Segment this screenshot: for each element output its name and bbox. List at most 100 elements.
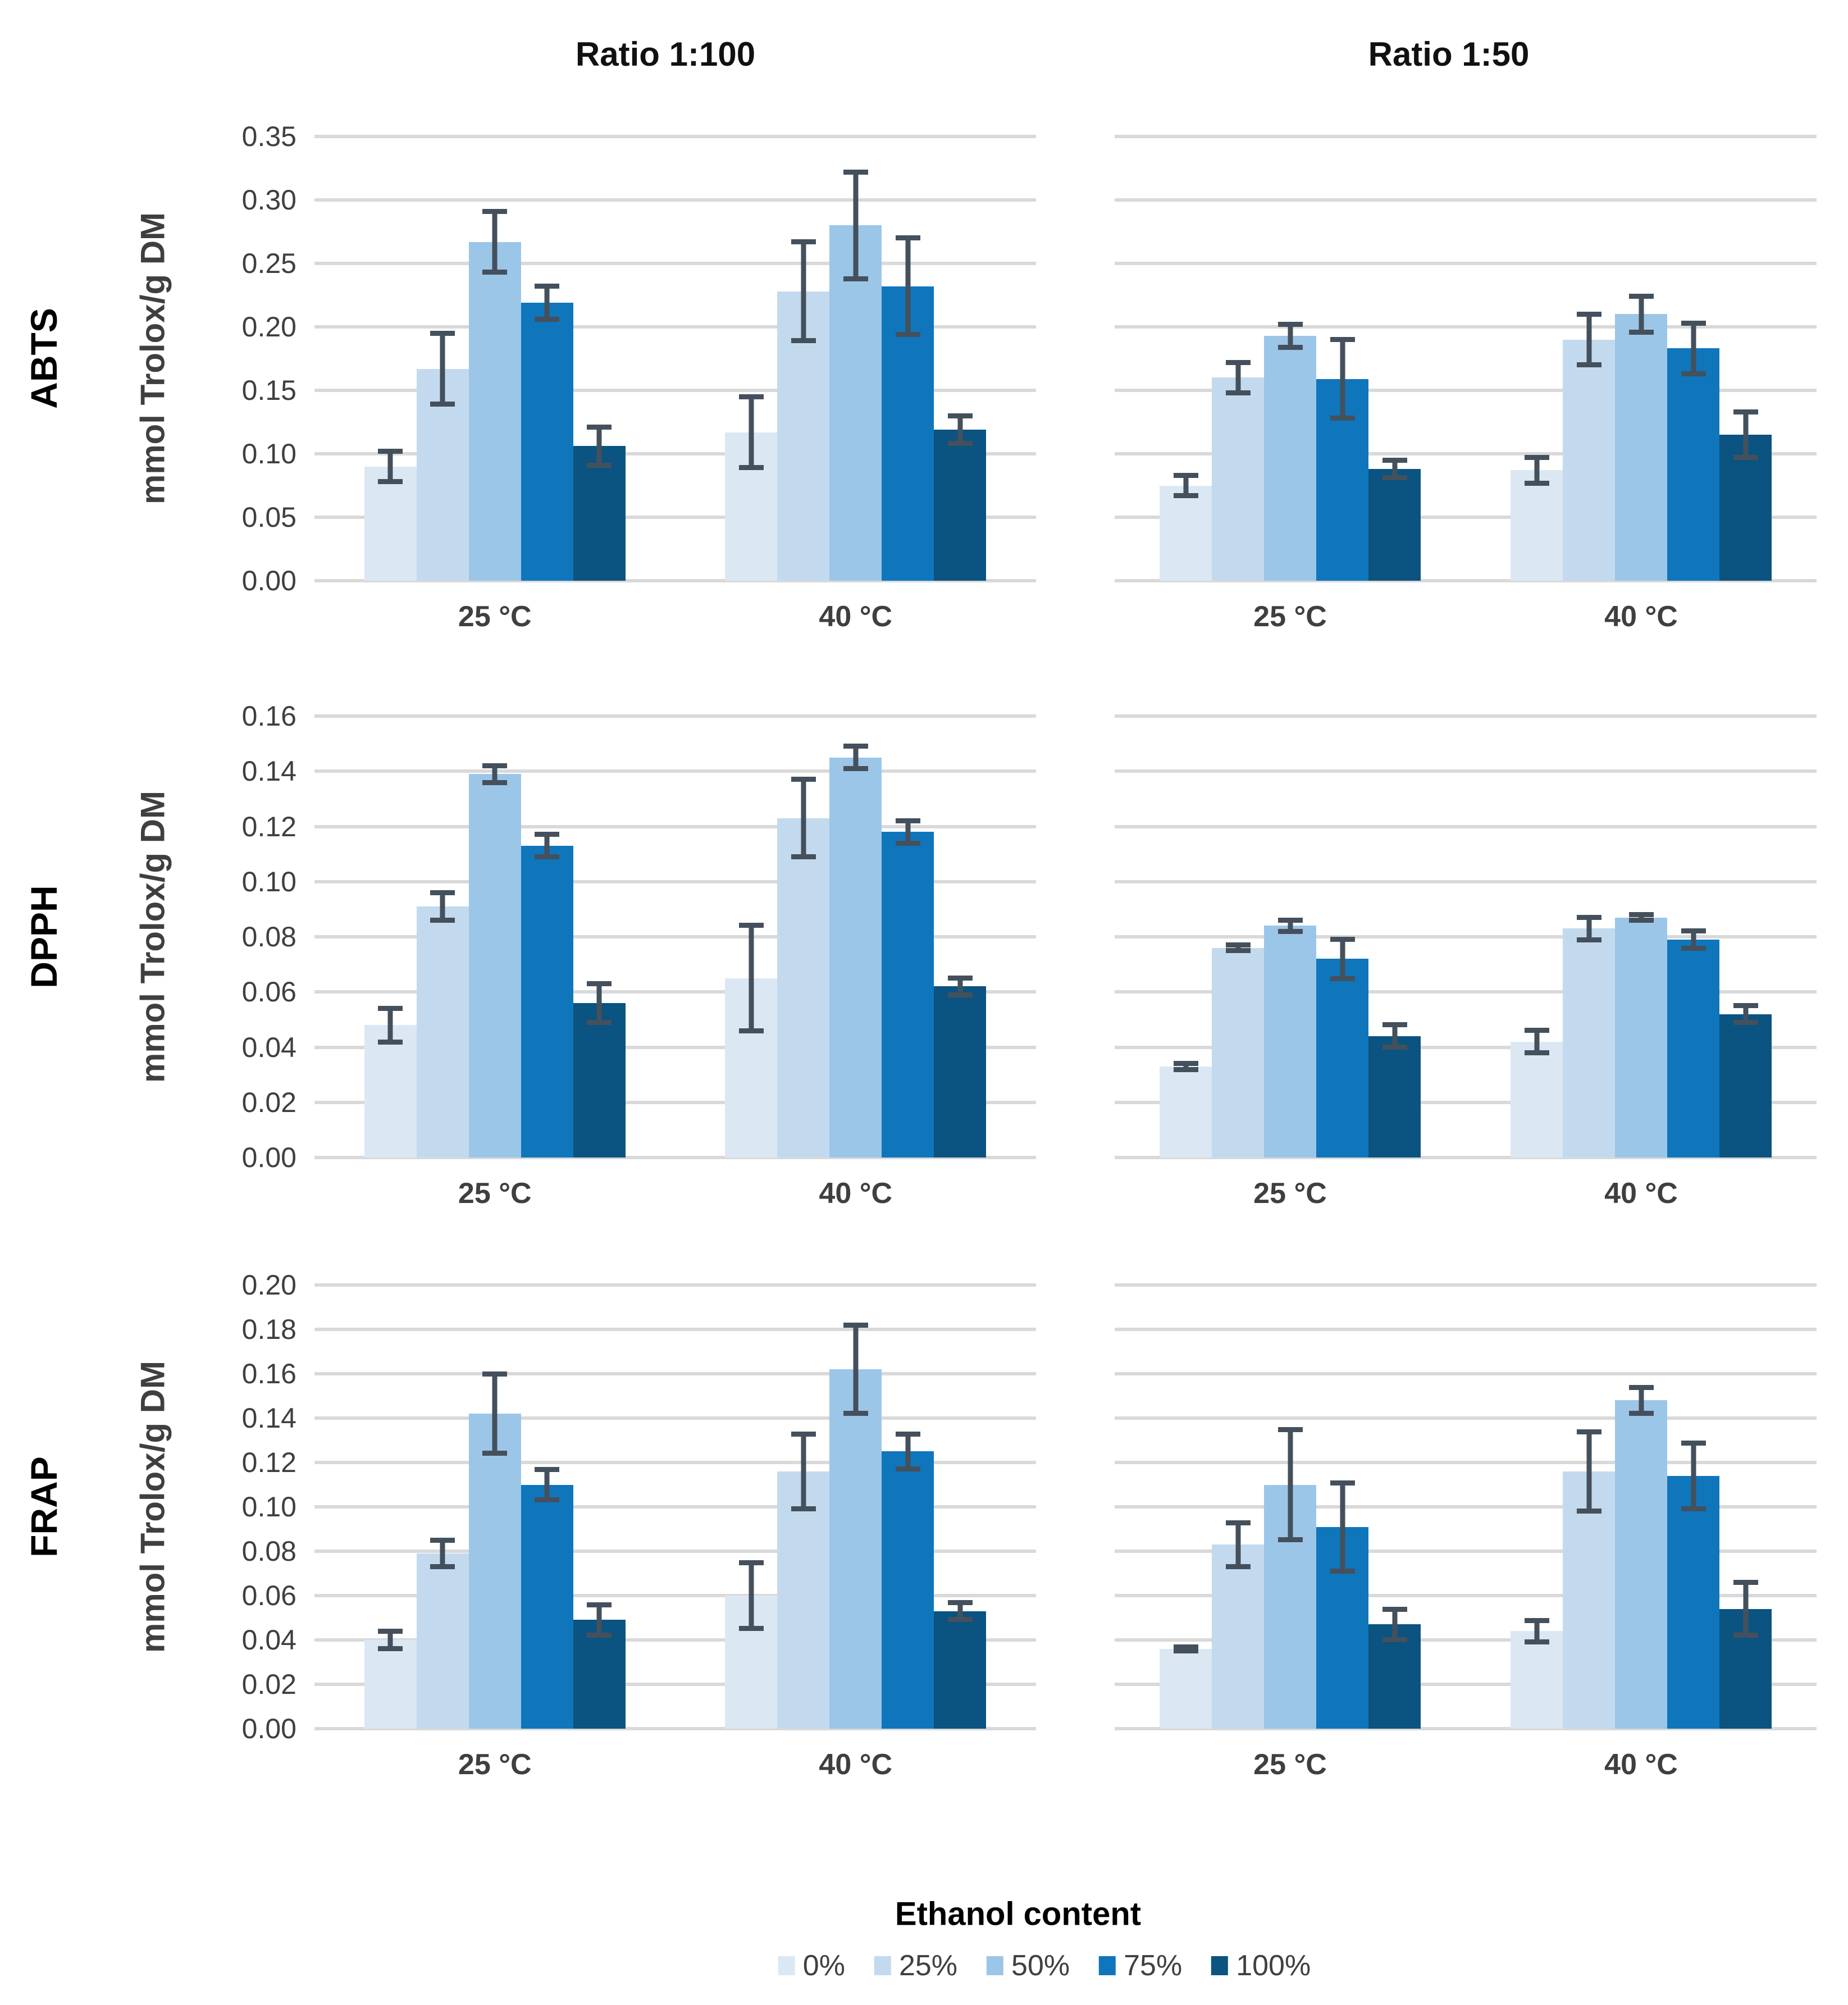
- error-bar-line: [1340, 1480, 1345, 1574]
- error-bar: [725, 394, 777, 471]
- bar-75--40-c: [882, 832, 934, 1158]
- gridline: [314, 714, 1036, 718]
- error-bar: [1563, 914, 1615, 942]
- y-tick-label: 0.05: [241, 502, 296, 533]
- x-category-label-40-c: 40 °C: [1604, 1177, 1678, 1210]
- gridline: [1115, 1550, 1817, 1553]
- y-tick-label: 0.16: [241, 1358, 296, 1389]
- error-bar-cap-top: [1277, 321, 1303, 327]
- gridline: [1115, 990, 1817, 994]
- error-bar-cap-bottom: [1173, 493, 1198, 499]
- error-bar: [1511, 1617, 1563, 1644]
- error-bar: [469, 208, 521, 275]
- y-tick-label: 0.15: [241, 375, 296, 406]
- error-bar: [1368, 457, 1421, 481]
- bar-slot-25-: [1563, 136, 1615, 581]
- gridline: [1115, 880, 1817, 883]
- y-tick-label: 0.06: [241, 976, 296, 1008]
- error-bar-cap-bottom: [947, 441, 973, 446]
- error-bar: [469, 1371, 521, 1456]
- gridline: [314, 1045, 1036, 1049]
- error-bar-cap-bottom: [482, 1451, 508, 1456]
- bar-50--40-c: [1615, 1400, 1667, 1729]
- bar-group-40-c: [676, 136, 1037, 581]
- bar-100--25-c: [573, 1002, 626, 1158]
- error-bar-line: [1586, 311, 1591, 368]
- error-bar-cap-bottom: [1225, 390, 1251, 396]
- error-bar-line: [1691, 320, 1696, 377]
- y-tick-label: 0.02: [241, 1669, 296, 1700]
- error-bar-cap-bottom: [1628, 918, 1654, 923]
- error-bar-cap-top: [482, 1371, 508, 1377]
- error-bar: [882, 818, 934, 846]
- x-category-label-25-c: 25 °C: [1253, 1177, 1327, 1210]
- bar-slot-0-: [1160, 1285, 1212, 1729]
- bar-100--40-c: [934, 430, 987, 581]
- error-bar: [829, 1323, 882, 1416]
- bar-50--25-c: [1264, 335, 1316, 581]
- gridline: [314, 935, 1036, 938]
- gridline: [314, 1727, 1036, 1730]
- bar-slot-0-: [1511, 136, 1563, 581]
- bar-0--40-c: [1511, 1631, 1563, 1729]
- error-bar: [417, 330, 469, 407]
- error-bar-cap-bottom: [895, 840, 920, 846]
- error-bar-cap-top: [791, 1431, 816, 1437]
- bar-slot-75-: [521, 136, 573, 581]
- error-bar-line: [1340, 937, 1345, 981]
- bar-group-40-c: [676, 716, 1037, 1158]
- legend-swatch-25-: [874, 1956, 891, 1975]
- bar-slot-75-: [1667, 716, 1719, 1158]
- error-bar-line: [1743, 1002, 1748, 1026]
- error-bar-cap-bottom: [587, 1020, 612, 1026]
- error-bar-cap-bottom: [738, 1626, 764, 1632]
- error-bar-cap-top: [947, 1600, 973, 1605]
- y-tick-label: 0.00: [241, 1713, 296, 1744]
- bar-50--40-c: [829, 1369, 882, 1729]
- panel-abts-ratio-1-100: 0.00 0.05 0.10 0.15 0.20 0.25 0.30 0.35: [242, 121, 1037, 633]
- bar-slot-50-: [468, 136, 521, 581]
- y-tick-label: 0.04: [241, 1624, 296, 1656]
- bar-slot-75-: [882, 716, 934, 1158]
- error-bar-cap-top: [378, 1005, 403, 1011]
- error-bar-cap-bottom: [791, 338, 816, 344]
- error-bar-line: [1586, 914, 1591, 942]
- error-bar: [777, 777, 829, 860]
- bar-slot-75-: [882, 136, 934, 581]
- error-bar-cap-top: [1277, 917, 1303, 923]
- bar-slot-25-: [777, 1285, 830, 1729]
- bar-0--40-c: [1511, 1041, 1563, 1158]
- legend-swatch-50-: [987, 1956, 1004, 1975]
- error-bar-line: [596, 1602, 602, 1638]
- bar-25--40-c: [777, 818, 830, 1158]
- error-bar-cap-bottom: [482, 780, 508, 785]
- bar-slot-50-: [1264, 136, 1316, 581]
- error-bar-cap-bottom: [587, 1633, 612, 1638]
- error-bar-cap-bottom: [1225, 948, 1251, 954]
- bar-75--40-c: [1667, 1475, 1719, 1729]
- bar-slot-0-: [364, 136, 417, 581]
- gridline: [314, 452, 1036, 455]
- bar-slot-0-: [1160, 136, 1212, 581]
- bar-50--25-c: [1264, 926, 1316, 1158]
- error-bar: [521, 832, 573, 860]
- gridline: [1115, 135, 1817, 138]
- error-bar-cap-bottom: [378, 479, 403, 485]
- bar-slot-50-: [1615, 136, 1667, 581]
- error-bar-cap-bottom: [843, 276, 868, 281]
- error-bar: [1160, 1644, 1212, 1653]
- error-bar-line: [492, 763, 498, 785]
- gridline: [314, 579, 1036, 582]
- row-label-frap: FRAP: [23, 1456, 65, 1557]
- bar-75--25-c: [521, 303, 573, 581]
- error-bar-cap-bottom: [1733, 1020, 1758, 1026]
- error-bar-cap-top: [738, 923, 764, 928]
- error-bar-line: [440, 1538, 445, 1569]
- x-category-label-25-c: 25 °C: [1253, 1748, 1327, 1781]
- gridline: [1115, 769, 1817, 773]
- error-bar: [1368, 1022, 1421, 1050]
- x-category-label-25-c: 25 °C: [458, 1177, 532, 1210]
- bar-slot-50-: [468, 1285, 521, 1729]
- error-bar-cap-top: [1628, 1384, 1654, 1390]
- bar-25--25-c: [416, 906, 469, 1158]
